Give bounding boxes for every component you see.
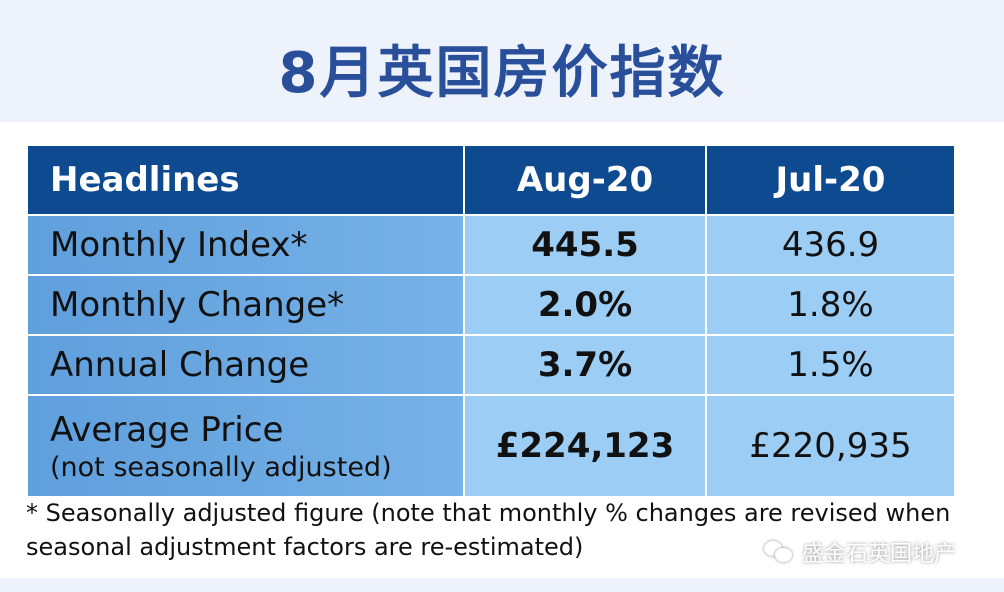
table-row: Monthly Index* 445.5 436.9 — [26, 214, 956, 276]
headlines-table: Headlines Aug-20 Jul-20 Monthly Index* 4… — [26, 144, 956, 498]
annual-change-jul: 1.5% — [705, 334, 956, 396]
header-headlines: Headlines — [26, 144, 465, 216]
table-row: Monthly Change* 2.0% 1.8% — [26, 274, 956, 336]
monthly-index-aug: 445.5 — [463, 214, 707, 276]
header-aug-20: Aug-20 — [463, 144, 707, 216]
monthly-index-jul: 436.9 — [705, 214, 956, 276]
monthly-change-jul: 1.8% — [705, 274, 956, 336]
watermark: 盛金石英国地产 — [764, 536, 956, 568]
average-price-aug: £224,123 — [463, 394, 707, 498]
annual-change-aug: 3.7% — [463, 334, 707, 396]
page-title: 8月英国房价指数 — [278, 41, 726, 106]
row-label-annual-change: Annual Change — [26, 334, 465, 396]
table-row: Annual Change 3.7% 1.5% — [26, 334, 956, 396]
table-header-row: Headlines Aug-20 Jul-20 — [26, 144, 956, 216]
wechat-icon — [764, 541, 794, 563]
header-jul-20: Jul-20 — [705, 144, 956, 216]
row-label-monthly-change: Monthly Change* — [26, 274, 465, 336]
average-price-sublabel: (not seasonally adjusted) — [50, 452, 392, 483]
row-label-average-price: Average Price (not seasonally adjusted) — [26, 394, 465, 498]
table-row: Average Price (not seasonally adjusted) … — [26, 394, 956, 498]
footnote: * Seasonally adjusted figure (note that … — [26, 499, 951, 561]
average-price-label: Average Price — [50, 410, 284, 450]
average-price-jul: £220,935 — [705, 394, 956, 498]
monthly-change-aug: 2.0% — [463, 274, 707, 336]
row-label-monthly-index: Monthly Index* — [26, 214, 465, 276]
watermark-text: 盛金石英国地产 — [802, 542, 957, 567]
